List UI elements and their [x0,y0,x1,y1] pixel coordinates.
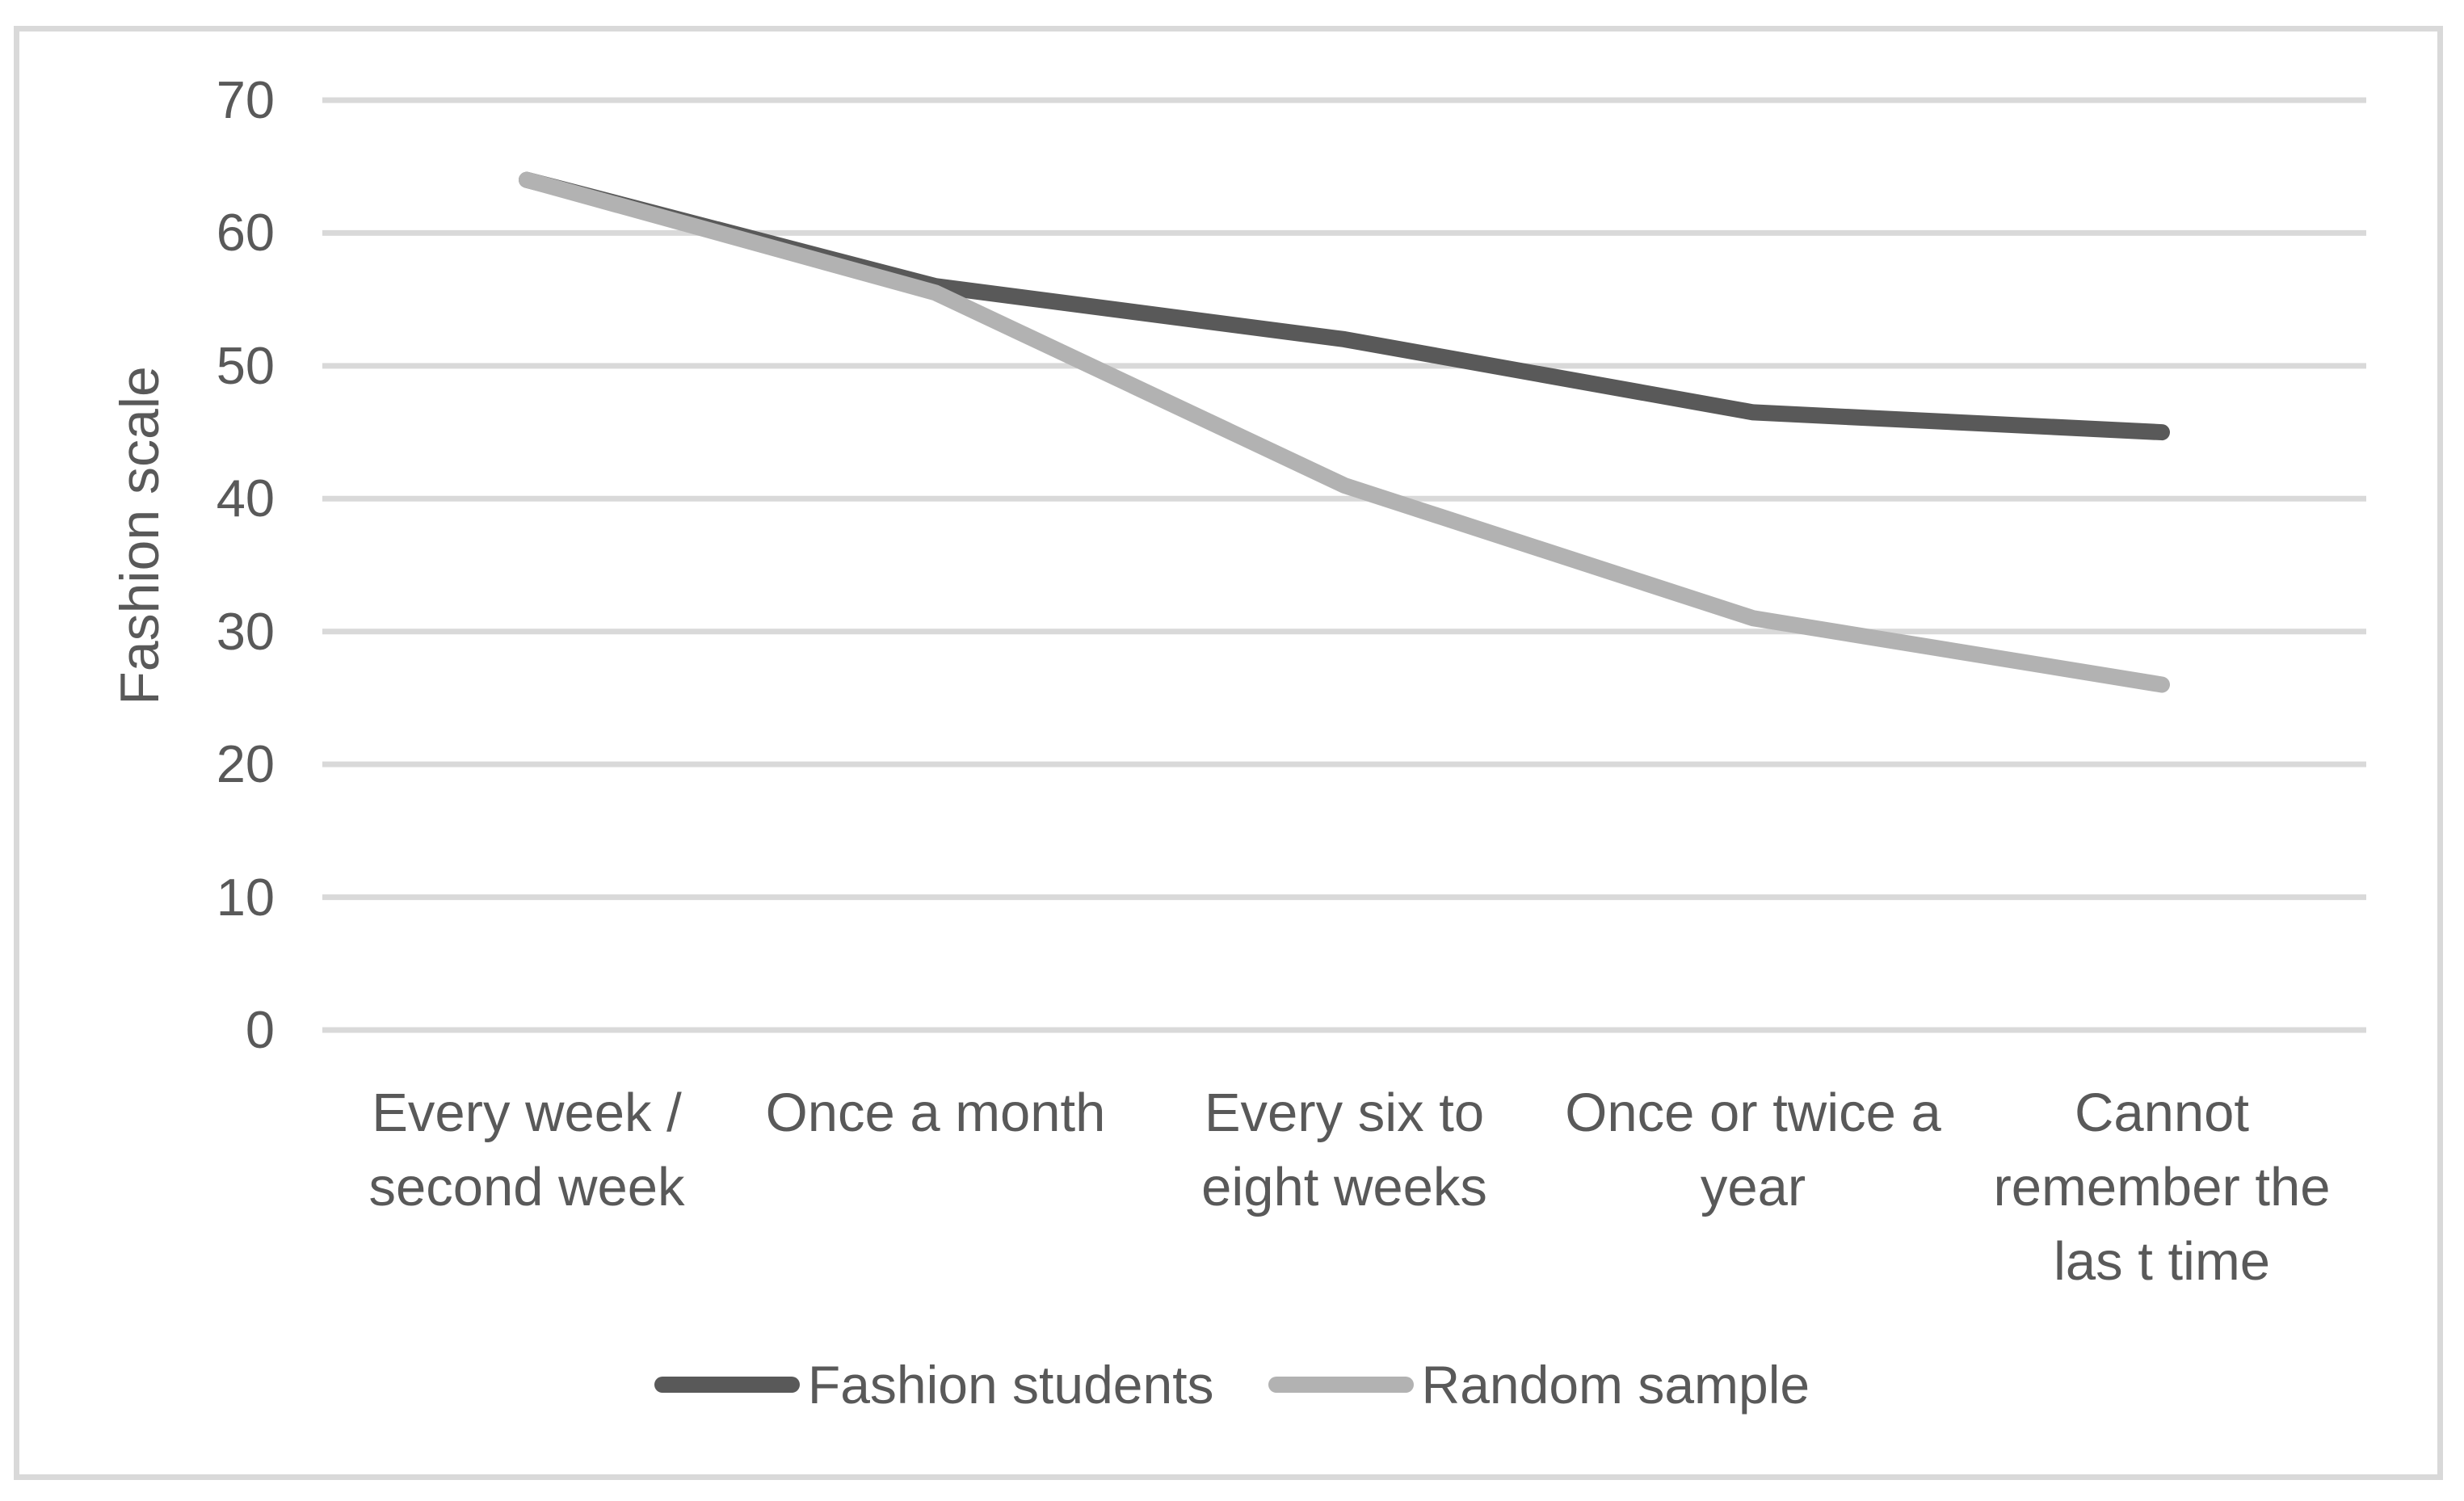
x-category-label: Every six to eight weeks [1201,1083,1487,1217]
chart-frame [14,26,2443,1480]
x-category-label: Every week / second week [368,1083,685,1217]
x-category-label: Once or twice a year [1565,1083,1941,1217]
y-tick-label: 40 [216,469,275,528]
legend-label-fashion-students: Fashion students [807,1355,1214,1415]
legend-label-random-sample: Random sample [1421,1355,1810,1415]
legend-swatch-fashion-students [654,1377,800,1393]
y-tick-label: 70 [216,70,275,129]
y-tick-label: 0 [245,1000,275,1059]
legend-item-random-sample: Random sample [1268,1354,1810,1415]
series-line-random-sample [519,171,2170,693]
legend: Fashion students Random sample [0,1351,2464,1419]
x-category-label: Once a month [765,1083,1106,1143]
y-tick-label: 60 [216,203,275,263]
legend-swatch-random-sample [1268,1377,1414,1393]
series-line-fashion-students [519,171,2170,441]
y-tick-label: 20 [216,734,275,794]
x-category-label: Cannot remember the las t time [1993,1083,2331,1292]
y-tick-label: 10 [216,867,275,927]
y-tick-label: 30 [216,601,275,661]
legend-item-fashion-students: Fashion students [654,1354,1214,1415]
y-tick-label: 50 [216,335,275,395]
